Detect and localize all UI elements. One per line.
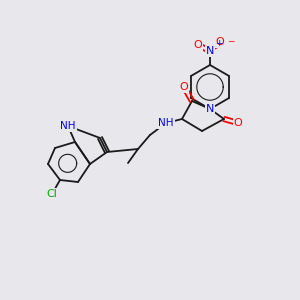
Text: NH: NH — [158, 118, 174, 128]
Text: −: − — [227, 36, 235, 45]
Text: O: O — [234, 118, 242, 128]
Text: Cl: Cl — [46, 189, 57, 199]
Text: N: N — [206, 46, 214, 56]
Text: N: N — [206, 104, 214, 114]
Text: NH: NH — [60, 121, 76, 131]
Text: O: O — [216, 37, 224, 47]
Text: O: O — [194, 40, 202, 50]
Text: +: + — [215, 39, 223, 48]
Text: O: O — [180, 82, 188, 92]
